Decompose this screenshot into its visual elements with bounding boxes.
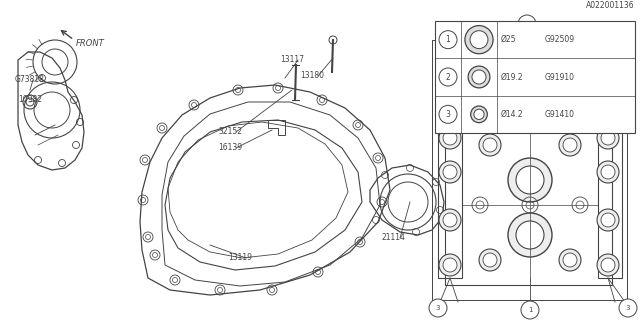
Circle shape xyxy=(563,253,577,267)
Circle shape xyxy=(597,161,619,183)
Circle shape xyxy=(597,209,619,231)
Circle shape xyxy=(483,60,507,84)
Circle shape xyxy=(472,70,486,84)
Circle shape xyxy=(439,161,461,183)
Circle shape xyxy=(465,26,493,54)
Circle shape xyxy=(483,253,497,267)
Circle shape xyxy=(601,213,615,227)
Text: FRONT: FRONT xyxy=(76,39,105,49)
Text: 1: 1 xyxy=(445,35,451,44)
Circle shape xyxy=(521,301,539,319)
Circle shape xyxy=(597,254,619,276)
Text: G91410: G91410 xyxy=(545,110,575,119)
Circle shape xyxy=(516,166,544,194)
Text: G91910: G91910 xyxy=(545,73,575,82)
Text: 16139: 16139 xyxy=(218,143,242,153)
Circle shape xyxy=(601,165,615,179)
Text: A022001136: A022001136 xyxy=(586,1,635,10)
Text: 3: 3 xyxy=(626,305,630,311)
Circle shape xyxy=(516,221,544,249)
Text: 1: 1 xyxy=(528,307,532,313)
Circle shape xyxy=(477,54,513,90)
Circle shape xyxy=(518,15,536,33)
Circle shape xyxy=(483,138,497,152)
Circle shape xyxy=(508,213,552,257)
Circle shape xyxy=(443,258,457,272)
Bar xyxy=(432,40,627,300)
Circle shape xyxy=(470,31,488,49)
Text: 2: 2 xyxy=(445,73,451,82)
Circle shape xyxy=(597,127,619,149)
Circle shape xyxy=(443,213,457,227)
Text: 10982: 10982 xyxy=(18,95,42,105)
Circle shape xyxy=(439,209,461,231)
Circle shape xyxy=(443,131,457,145)
Text: 13119: 13119 xyxy=(228,253,252,262)
Text: G73818: G73818 xyxy=(15,76,45,84)
Circle shape xyxy=(601,258,615,272)
Circle shape xyxy=(559,134,581,156)
Circle shape xyxy=(439,254,461,276)
Text: 13117: 13117 xyxy=(280,55,304,65)
Text: Ø25: Ø25 xyxy=(501,35,516,44)
Text: 21114: 21114 xyxy=(382,234,406,243)
Text: G92509: G92509 xyxy=(545,35,575,44)
Text: 32152: 32152 xyxy=(218,127,242,137)
Text: Ø19.2: Ø19.2 xyxy=(501,73,524,82)
Text: 3: 3 xyxy=(445,110,451,119)
Circle shape xyxy=(439,105,457,123)
Circle shape xyxy=(443,165,457,179)
Circle shape xyxy=(548,60,572,84)
Circle shape xyxy=(508,158,552,202)
Circle shape xyxy=(439,31,457,49)
Circle shape xyxy=(439,127,461,149)
Circle shape xyxy=(479,249,501,271)
Circle shape xyxy=(619,299,637,317)
Circle shape xyxy=(468,66,490,88)
Bar xyxy=(460,47,595,95)
Circle shape xyxy=(479,134,501,156)
Text: Ø14.2: Ø14.2 xyxy=(501,110,524,119)
Bar xyxy=(435,21,635,133)
Text: 2: 2 xyxy=(525,21,529,27)
Circle shape xyxy=(559,249,581,271)
Text: 3: 3 xyxy=(436,305,440,311)
Circle shape xyxy=(429,299,447,317)
Circle shape xyxy=(563,138,577,152)
Circle shape xyxy=(470,106,487,123)
Circle shape xyxy=(474,109,484,119)
Circle shape xyxy=(542,54,578,90)
Text: 13180: 13180 xyxy=(300,71,324,81)
Circle shape xyxy=(439,68,457,86)
Circle shape xyxy=(601,131,615,145)
